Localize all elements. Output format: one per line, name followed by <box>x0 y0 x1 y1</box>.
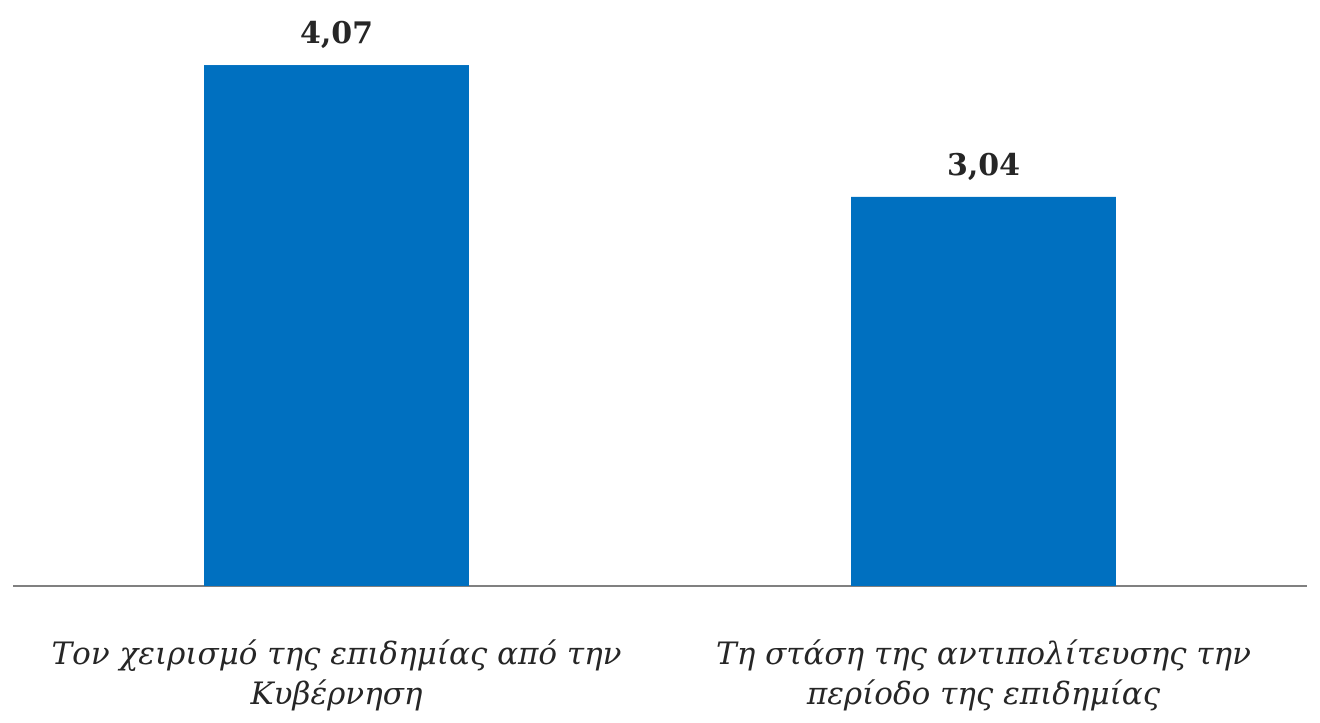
category-label-2-line-1: Τη στάση της αντιπολίτευσης την <box>716 636 1251 672</box>
bar-1 <box>204 65 469 587</box>
data-label-1: 4,07 <box>300 16 373 51</box>
category-label-2-line-2: περίοδο της επιδημίας <box>806 676 1161 712</box>
category-label-1-line-2: Κυβέρνηση <box>250 676 423 712</box>
bar-2 <box>851 196 1116 586</box>
category-labels-group: Τον χειρισμό της επιδημίας από την Κυβέρν… <box>51 636 1251 712</box>
bars-group <box>204 65 1116 587</box>
value-labels-group: 4,07 3,04 <box>300 16 1020 183</box>
category-label-1-line-1: Τον χειρισμό της επιδημίας από την <box>51 636 621 672</box>
data-label-2: 3,04 <box>947 148 1020 183</box>
